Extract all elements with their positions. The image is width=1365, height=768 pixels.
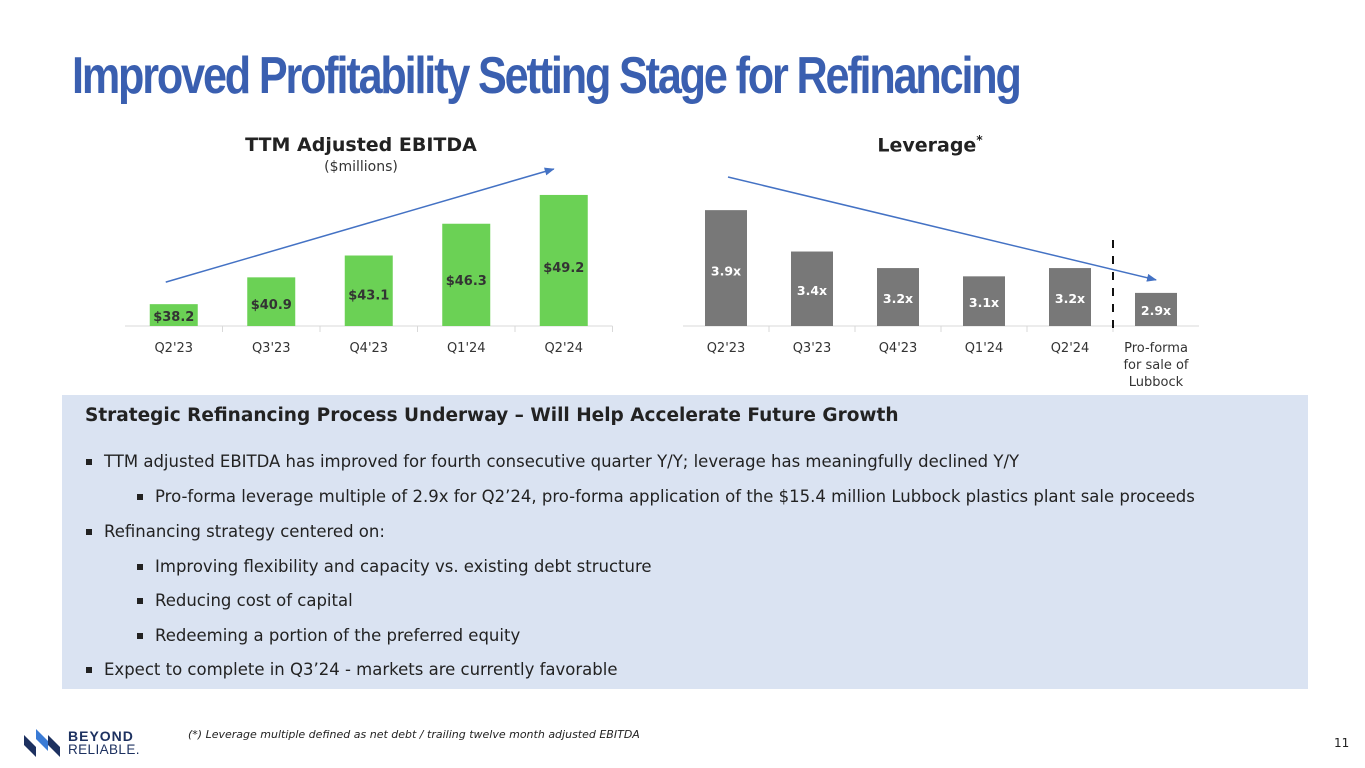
logo-mark-icon — [24, 729, 60, 757]
leverage-data-label: 2.9x — [1141, 303, 1171, 318]
panel-heading: Strategic Refinancing Process Underway –… — [85, 405, 899, 426]
panel-sub-bullet: Pro-forma leverage multiple of 2.9x for … — [137, 487, 1195, 506]
page-number: 11 — [1334, 736, 1350, 750]
ebitda-data-label: $43.1 — [348, 288, 389, 303]
panel-bullet-text: Refinancing strategy centered on: — [104, 522, 385, 541]
ebitda-data-label: $40.9 — [251, 298, 292, 313]
beyond-reliable-logo: BEYOND RELIABLE. — [22, 727, 172, 759]
leverage-tick-label: Q1'24 — [965, 341, 1004, 356]
panel-sub-bullet: Redeeming a portion of the preferred equ… — [137, 626, 521, 645]
ebitda-bar — [442, 223, 491, 326]
leverage-bar — [791, 251, 833, 326]
leverage-data-label: 3.2x — [883, 291, 913, 306]
leverage-tick-label: Q4'23 — [879, 341, 918, 356]
panel-bullet-text: Redeeming a portion of the preferred equ… — [155, 626, 521, 645]
leverage-data-label: 3.2x — [1055, 291, 1085, 306]
leverage-tick-label-line: Q4'23 — [879, 341, 918, 356]
ebitda-chart-subtitle: ($millions) — [324, 159, 398, 175]
leverage-chart-title: Leverage* — [780, 133, 1080, 156]
charts-canvas: $38.2 Q2'23 $40.9 Q3'23 $43.1 Q4'23 $46.3 Q1'24… — [125, 167, 1199, 390]
ebitda-tick-label: Q2'23 — [154, 341, 193, 356]
refinancing-panel: Strategic Refinancing Process Underway –… — [62, 395, 1308, 689]
ebitda-bar — [344, 255, 393, 326]
leverage-tick-label-line: Q2'24 — [1051, 341, 1090, 356]
panel-sub-bullet: Reducing cost of capital — [137, 591, 353, 610]
ebitda-tick-label: Q4'23 — [349, 341, 388, 356]
leverage-bar — [1135, 292, 1177, 326]
leverage-tick-label-line: Q3'23 — [793, 341, 832, 356]
leverage-trend-arrow — [727, 176, 1157, 282]
leverage-footnote-marker: * — [976, 133, 983, 147]
leverage-tick-label-line: Q1'24 — [965, 341, 1004, 356]
ebitda-chart: $38.2 Q2'23 $40.9 Q3'23 $43.1 Q4'23 $46.3 Q1'24… — [125, 167, 613, 356]
slide-title: Improved Profitability Setting Stage for… — [72, 47, 1022, 105]
ebitda-data-label: $38.2 — [153, 310, 194, 325]
logo-text-bottom: RELIABLE. — [68, 742, 140, 757]
logo-text-top: BEYOND — [68, 728, 134, 744]
panel-bullet-text: Reducing cost of capital — [155, 591, 353, 610]
leverage-data-label: 3.9x — [711, 263, 741, 278]
leverage-tick-label-line: for sale of — [1123, 358, 1188, 373]
panel-bullet-text: Pro-forma leverage multiple of 2.9x for … — [155, 487, 1195, 506]
panel-sub-bullet: Improving flexibility and capacity vs. e… — [137, 557, 652, 576]
ebitda-bar — [539, 194, 588, 326]
leverage-tick-label: Pro-forma for sale of Lubbock — [1123, 341, 1188, 390]
footnote: (*) Leverage multiple defined as net deb… — [188, 728, 640, 741]
panel-bullet: Expect to complete in Q3’24 - markets ar… — [86, 660, 618, 679]
leverage-bar — [963, 276, 1005, 326]
leverage-tick-label: Q2'23 — [707, 341, 746, 356]
leverage-chart: 3.9x Q2'23 3.4x Q3'23 3.2x Q4'23 3.1x Q1'24 3.2x… — [683, 176, 1199, 390]
leverage-bar — [877, 268, 919, 326]
ebitda-trend-arrow — [165, 167, 555, 283]
leverage-tick-label: Q3'23 — [793, 341, 832, 356]
leverage-tick-label-line: Lubbock — [1129, 375, 1184, 390]
leverage-data-label: 3.1x — [969, 295, 999, 310]
panel-bullet: TTM adjusted EBITDA has improved for fou… — [86, 452, 1020, 471]
ebitda-data-label: $46.3 — [446, 274, 487, 289]
ebitda-chart-title: TTM Adjusted EBITDA — [245, 134, 477, 156]
leverage-tick-label: Q2'24 — [1051, 341, 1090, 356]
panel-bullet-text: TTM adjusted EBITDA has improved for fou… — [104, 452, 1020, 471]
leverage-bar — [705, 210, 747, 326]
panel-bullet-text: Expect to complete in Q3’24 - markets ar… — [104, 660, 618, 679]
leverage-data-label: 3.4x — [797, 283, 827, 298]
ebitda-bar — [247, 277, 296, 326]
ebitda-tick-label: Q1'24 — [447, 341, 486, 356]
panel-bullet: Refinancing strategy centered on: — [86, 522, 385, 541]
ebitda-bar — [149, 304, 198, 326]
ebitda-tick-label: Q2'24 — [544, 341, 583, 356]
leverage-tick-label-line: Pro-forma — [1124, 341, 1188, 356]
ebitda-tick-label: Q3'23 — [252, 341, 291, 356]
ebitda-data-label: $49.2 — [543, 261, 584, 276]
panel-bullet-text: Improving flexibility and capacity vs. e… — [155, 557, 652, 576]
leverage-chart-title-text: Leverage — [877, 134, 977, 157]
leverage-bar — [1049, 268, 1091, 326]
leverage-tick-label-line: Q2'23 — [707, 341, 746, 356]
